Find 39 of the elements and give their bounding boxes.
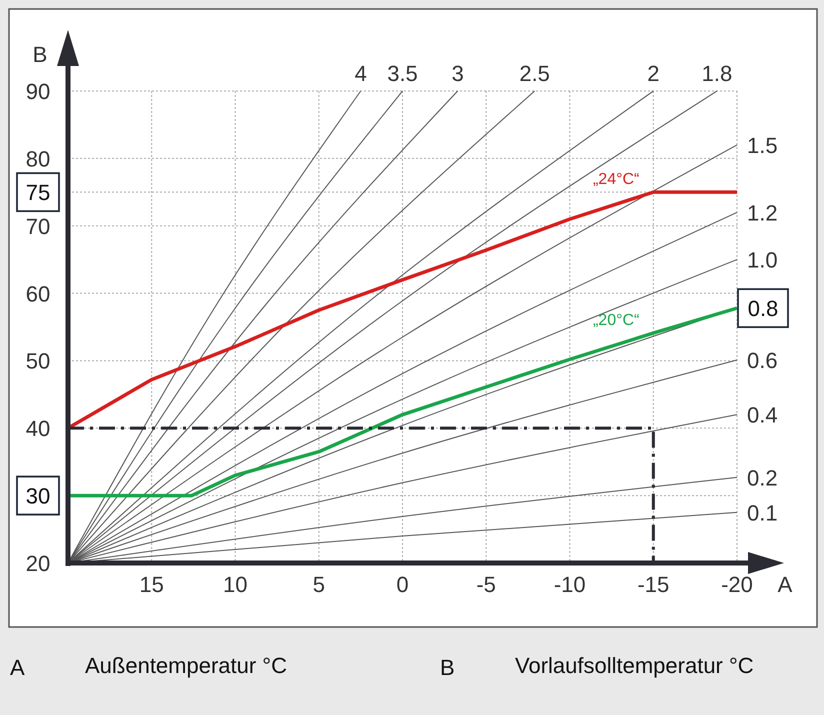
x-tick-label: 0 — [396, 572, 409, 597]
y-tick-label: 50 — [26, 348, 50, 374]
y-tick-label: 90 — [26, 79, 50, 104]
series-label: 3 — [452, 61, 464, 86]
x-axis-title: A — [778, 572, 793, 597]
y-tick-label: 70 — [26, 214, 50, 239]
series-label: „20°C“ — [592, 312, 640, 330]
series-label: „24°C“ — [592, 171, 640, 188]
x-tick-label: -20 — [721, 572, 753, 597]
annotation: 0.8 — [748, 296, 778, 322]
series-label: 1.2 — [747, 200, 778, 226]
x-tick-label: -5 — [476, 572, 496, 597]
y-tick-label: 20 — [26, 551, 50, 576]
x-tick-label: 10 — [223, 572, 248, 597]
text: B — [440, 655, 455, 680]
x-tick-label: -10 — [554, 572, 586, 597]
x-tick-label: 5 — [312, 572, 325, 597]
series-label: 2 — [647, 61, 660, 86]
y-axis-title: B — [32, 42, 48, 67]
series-label: 2.5 — [519, 61, 550, 86]
series-label: 1.5 — [747, 132, 778, 158]
y-tick-label: 40 — [26, 416, 50, 442]
text: Vorlaufsolltemperatur °C — [515, 652, 755, 680]
y-tick-label: 60 — [26, 281, 50, 306]
series-label: 0.4 — [747, 402, 778, 428]
series-label: 0.1 — [747, 500, 778, 526]
series-label: 1.8 — [702, 61, 732, 86]
text: A — [10, 655, 25, 680]
y-tick-label: 30 — [26, 484, 50, 509]
x-tick-label: -15 — [637, 572, 670, 597]
series-label: 0.6 — [747, 348, 778, 374]
y-tick-label: 80 — [26, 146, 50, 172]
series-label: 1.0 — [747, 248, 778, 273]
series-label: 0.2 — [747, 465, 778, 490]
series-label: 4 — [354, 61, 367, 86]
y-tick-label: 75 — [26, 180, 50, 206]
x-tick-label: 15 — [139, 572, 164, 597]
text: Außentemperatur °C — [85, 652, 288, 680]
series-label: 3.5 — [387, 61, 418, 86]
